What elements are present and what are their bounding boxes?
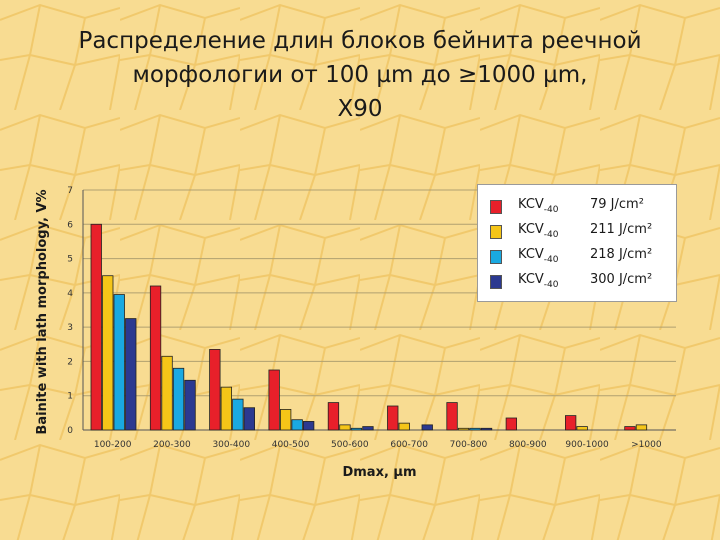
bar bbox=[398, 422, 410, 431]
bar bbox=[350, 427, 363, 431]
y-tick-label: 4 bbox=[67, 289, 73, 299]
bar bbox=[220, 386, 233, 431]
title-line-3: X90 bbox=[337, 96, 383, 122]
x-tick-label: 100-200 bbox=[94, 440, 132, 450]
legend-series-subscript: -40 bbox=[543, 230, 559, 240]
legend-series-value: 218 J/cm² bbox=[590, 247, 653, 262]
legend-series-subscript: -40 bbox=[543, 280, 559, 290]
bar bbox=[480, 427, 493, 431]
bar bbox=[184, 379, 196, 431]
bar bbox=[457, 427, 470, 431]
legend-item: KCV-40 300 J/cm² bbox=[478, 270, 678, 292]
bar bbox=[446, 402, 458, 431]
x-tick-label: 400-500 bbox=[272, 440, 310, 450]
legend-item: KCV-40 218 J/cm² bbox=[478, 245, 678, 267]
bar bbox=[113, 294, 125, 431]
legend-series-value: 211 J/cm² bbox=[590, 222, 653, 237]
x-tick-label: 300-400 bbox=[212, 440, 250, 450]
legend-series-value: 79 J/cm² bbox=[590, 197, 644, 212]
bar bbox=[576, 426, 588, 431]
bar bbox=[362, 426, 374, 431]
y-tick-label: 6 bbox=[67, 220, 73, 230]
bar bbox=[243, 407, 256, 431]
bar bbox=[172, 367, 185, 431]
legend-series-name: KCV-40 bbox=[518, 222, 559, 240]
bar bbox=[102, 275, 114, 431]
y-tick-label: 7 bbox=[67, 186, 73, 196]
bar bbox=[624, 426, 636, 431]
x-tick-label: 200-300 bbox=[153, 440, 191, 450]
title-line-2: морфологии от 100 µm до ≥1000 µm, bbox=[132, 62, 588, 88]
bar bbox=[291, 419, 303, 431]
title-line-1: Распределение длин блоков бейнита реечно… bbox=[78, 28, 642, 54]
bar bbox=[232, 398, 244, 431]
legend-swatch bbox=[490, 275, 502, 289]
bar bbox=[279, 409, 292, 431]
x-axis-label: Dmax, µm bbox=[342, 465, 416, 480]
bar bbox=[161, 355, 173, 431]
legend-series-subscript: -40 bbox=[543, 205, 559, 215]
x-tick-label: >1000 bbox=[631, 440, 662, 450]
bar bbox=[421, 424, 433, 431]
legend-swatch bbox=[490, 225, 502, 239]
bar bbox=[387, 405, 399, 431]
chart-legend: KCV-40 79 J/cm² KCV-40 211 J/cm² KCV-40 218 J… bbox=[477, 184, 677, 302]
y-axis-label: Bainite with lath morphology, V% bbox=[35, 189, 50, 434]
x-tick-label: 900-1000 bbox=[565, 440, 609, 450]
bar bbox=[125, 318, 137, 431]
legend-item: KCV-40 211 J/cm² bbox=[478, 220, 678, 242]
bar bbox=[149, 285, 162, 431]
bar bbox=[469, 427, 481, 431]
bar bbox=[268, 369, 280, 431]
x-tick-label: 700-800 bbox=[450, 440, 488, 450]
legend-series-subscript: -40 bbox=[543, 255, 559, 265]
legend-swatch bbox=[490, 250, 502, 264]
y-tick-label: 2 bbox=[67, 357, 73, 367]
bar bbox=[635, 424, 648, 431]
chart-title: Распределение длин блоков бейнита реечно… bbox=[20, 24, 700, 126]
y-tick-label: 5 bbox=[67, 255, 73, 265]
legend-series-name: KCV-40 bbox=[518, 247, 559, 265]
x-tick-label: 500-600 bbox=[331, 440, 369, 450]
y-tick-label: 1 bbox=[67, 392, 73, 402]
legend-series-name: KCV-40 bbox=[518, 197, 559, 215]
legend-series-value: 300 J/cm² bbox=[590, 272, 653, 287]
x-tick-label: 600-700 bbox=[390, 440, 428, 450]
legend-series-name: KCV-40 bbox=[518, 272, 559, 290]
bar bbox=[302, 421, 315, 431]
y-tick-label: 3 bbox=[67, 323, 73, 333]
bar bbox=[565, 415, 577, 431]
bar bbox=[209, 349, 221, 431]
bar bbox=[327, 402, 340, 431]
legend-swatch bbox=[490, 200, 502, 214]
y-tick-label: 0 bbox=[67, 426, 73, 436]
x-tick-label: 800-900 bbox=[509, 440, 547, 450]
bar bbox=[90, 223, 102, 431]
bar bbox=[339, 424, 351, 431]
bar bbox=[505, 417, 518, 431]
legend-item: KCV-40 79 J/cm² bbox=[478, 195, 678, 217]
